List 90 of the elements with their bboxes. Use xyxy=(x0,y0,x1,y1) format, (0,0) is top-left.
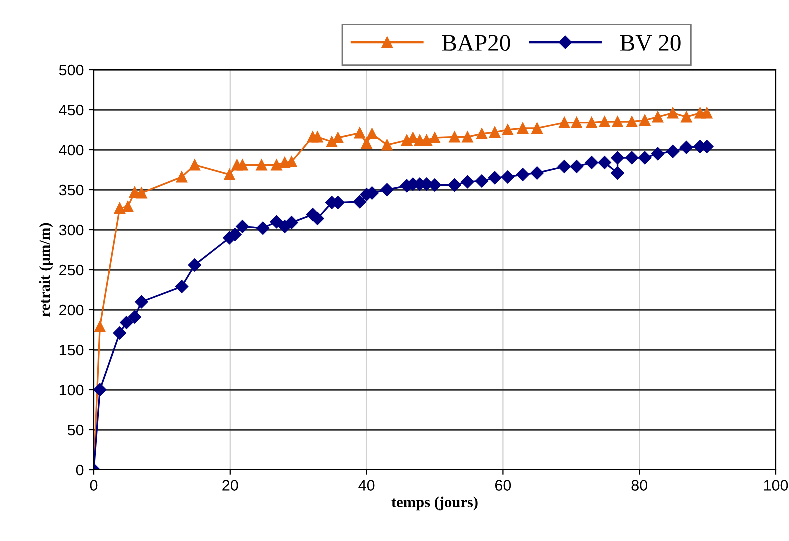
point xyxy=(120,316,134,330)
point xyxy=(94,383,107,397)
point xyxy=(626,151,639,165)
point xyxy=(462,132,474,143)
point xyxy=(449,132,460,143)
point xyxy=(256,222,270,235)
y-tick-label: 350 xyxy=(59,184,84,196)
point xyxy=(361,138,372,150)
y-tick-label: 0 xyxy=(76,464,84,476)
y-tick-label: 50 xyxy=(68,424,84,436)
point xyxy=(113,326,127,340)
x-axis-title: temps (jours) xyxy=(392,496,478,511)
point xyxy=(501,170,515,184)
point xyxy=(332,132,344,144)
point xyxy=(189,160,200,171)
point xyxy=(271,160,282,171)
y-tick-label: 200 xyxy=(60,304,84,316)
point xyxy=(667,108,679,119)
point xyxy=(122,201,134,212)
point xyxy=(558,160,572,174)
point xyxy=(651,147,665,161)
point xyxy=(516,168,530,182)
point xyxy=(312,132,324,143)
point xyxy=(681,112,692,123)
point xyxy=(382,140,393,151)
y-tick-label: 400 xyxy=(59,144,84,156)
point xyxy=(326,136,338,148)
point xyxy=(476,128,488,140)
x-tick-label: 60 xyxy=(495,480,512,491)
point xyxy=(176,172,188,183)
point xyxy=(236,220,250,234)
point xyxy=(380,183,394,197)
point xyxy=(570,160,584,174)
legend-label: BV 20 xyxy=(620,35,681,52)
point xyxy=(598,156,612,170)
point xyxy=(666,145,680,158)
point xyxy=(237,160,248,171)
point xyxy=(517,122,529,134)
point xyxy=(611,151,624,165)
point xyxy=(353,195,367,209)
point xyxy=(611,166,624,180)
point xyxy=(626,116,638,128)
point xyxy=(585,156,598,170)
point xyxy=(652,112,664,123)
point xyxy=(502,124,514,136)
point xyxy=(475,174,489,188)
point xyxy=(188,258,202,272)
point xyxy=(530,166,544,180)
x-tick-label: 0 xyxy=(90,480,98,491)
point xyxy=(256,160,268,171)
point xyxy=(586,117,598,128)
point xyxy=(114,202,126,214)
point xyxy=(612,116,624,128)
point xyxy=(366,128,378,140)
point xyxy=(448,178,462,192)
point xyxy=(638,151,652,165)
point xyxy=(489,126,501,138)
point xyxy=(429,132,441,144)
point xyxy=(270,215,284,229)
y-tick-label: 250 xyxy=(60,264,84,276)
point xyxy=(461,175,474,189)
point xyxy=(640,114,651,126)
point xyxy=(354,128,366,139)
point xyxy=(702,108,713,119)
point xyxy=(175,280,189,294)
y-tick-label: 150 xyxy=(60,344,84,356)
point xyxy=(559,117,570,128)
point xyxy=(571,117,582,128)
y-axis-title: retrait (µm/m) xyxy=(39,223,54,317)
y-tick-label: 450 xyxy=(59,104,84,116)
y-tick-label: 300 xyxy=(59,224,84,236)
x-tick-label: 100 xyxy=(764,480,788,491)
legend-label: BAP20 xyxy=(442,35,510,52)
point xyxy=(311,212,324,226)
point xyxy=(94,321,106,332)
point xyxy=(228,228,242,242)
point xyxy=(136,188,148,199)
y-tick-label: 100 xyxy=(60,384,84,396)
x-tick-label: 40 xyxy=(358,480,375,491)
y-tick-label: 500 xyxy=(59,64,84,76)
point xyxy=(680,141,694,154)
x-tick-label: 20 xyxy=(222,480,238,491)
point xyxy=(532,122,543,134)
point xyxy=(285,216,298,230)
point xyxy=(135,295,148,309)
point xyxy=(128,310,142,324)
point xyxy=(224,169,236,180)
point xyxy=(599,116,610,128)
point xyxy=(488,171,502,185)
x-tick-label: 80 xyxy=(632,480,648,491)
